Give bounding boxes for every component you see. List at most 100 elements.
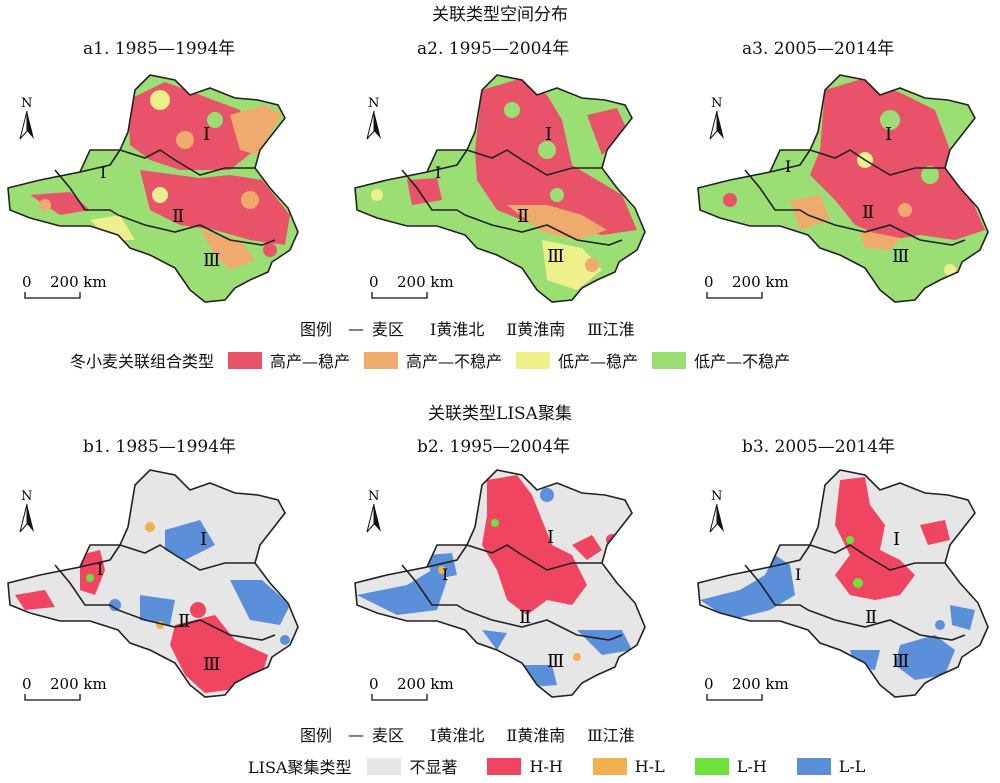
region-label-3: Ⅲ	[547, 651, 564, 672]
region-label-1: Ⅰ	[545, 124, 552, 145]
bottom-section-title: 关联类型LISA聚集	[428, 404, 572, 424]
region-legend-bottom: 图例 — 麦区 Ⅰ黄淮北 Ⅱ黄淮南 Ⅲ江淮	[300, 722, 635, 746]
region-label-2: Ⅱ	[178, 611, 190, 632]
region-label-1: Ⅰ	[547, 527, 554, 548]
region-legend-top: 图例 — 麦区 Ⅰ黄淮北 Ⅱ黄淮南 Ⅲ江淮	[300, 316, 635, 340]
scale-bar: 0 200 km	[369, 273, 454, 299]
legend-item-not-significant: 不显著	[367, 754, 457, 778]
legend-item-low-unstable: 低产—不稳产	[652, 348, 790, 372]
scale-bar: 0 200 km	[704, 273, 789, 299]
legend-region-1: Ⅰ黄淮北	[430, 726, 485, 745]
panel-label-b3: b3. 2005—2014年	[742, 437, 896, 457]
legend-swatch	[694, 757, 729, 775]
region-label-1: Ⅰ	[203, 124, 210, 145]
region-label-1: Ⅰ	[200, 529, 207, 550]
north-arrow-icon: N	[19, 489, 34, 533]
svg-text:N: N	[711, 489, 722, 504]
legend-line-label: 麦区	[372, 320, 405, 339]
legend-swatch	[367, 757, 402, 775]
lisa-legend: LISA聚集类型 不显著 H-H H-L L-H L-L	[248, 754, 879, 778]
legend-swatch	[364, 351, 399, 369]
north-arrow-icon: N	[366, 489, 381, 533]
legend-title: 冬小麦关联组合类型	[70, 352, 215, 371]
panel-label-a2: a2. 1995—2004年	[417, 39, 570, 59]
legend-region-3: Ⅲ江淮	[587, 726, 635, 745]
region-label-1: Ⅰ	[893, 529, 900, 550]
region-label-2: Ⅱ	[172, 206, 184, 227]
svg-text:N: N	[368, 489, 379, 504]
legend-region-1: Ⅰ黄淮北	[430, 320, 485, 339]
svg-text:N: N	[21, 96, 32, 111]
north-arrow-icon: N	[19, 96, 34, 140]
scale-bar: 0 200 km	[369, 675, 454, 701]
legend-item-lh: L-H	[694, 757, 767, 776]
region-label-1: Ⅰ	[885, 124, 892, 145]
legend-item-hl: H-L	[592, 757, 665, 776]
legend-region-3: Ⅲ江淮	[587, 320, 635, 339]
scale-bar: 0 200 km	[704, 675, 789, 701]
map-a1: Ⅰ Ⅰ Ⅱ Ⅲ	[7, 74, 299, 303]
map-b3: Ⅰ Ⅰ Ⅱ Ⅲ	[697, 469, 989, 698]
svg-text:0: 0	[22, 273, 32, 291]
svg-text:0: 0	[704, 273, 714, 291]
region-label-1-west: Ⅰ	[442, 565, 448, 584]
svg-text:200 km: 200 km	[397, 273, 454, 291]
svg-text:N: N	[368, 96, 379, 111]
scale-bar: 0 200 km	[22, 675, 107, 701]
legend-item-ll: L-L	[796, 757, 865, 776]
region-label-3: Ⅲ	[892, 246, 909, 267]
legend-swatch	[516, 351, 551, 369]
map-b1: Ⅰ Ⅰ Ⅱ Ⅲ	[7, 469, 299, 698]
svg-text:0: 0	[369, 273, 379, 291]
legend-swatch	[652, 351, 687, 369]
legend-region-2: Ⅱ黄淮南	[506, 320, 566, 339]
svg-text:0: 0	[369, 675, 379, 693]
region-label-3: Ⅲ	[203, 250, 220, 271]
map-a2: Ⅰ Ⅰ Ⅱ Ⅲ	[354, 74, 646, 303]
map-b2: Ⅰ Ⅰ Ⅱ Ⅲ	[354, 469, 646, 698]
region-label-1-west: Ⅰ	[97, 560, 103, 579]
svg-text:0: 0	[22, 675, 32, 693]
svg-text:200 km: 200 km	[50, 273, 107, 291]
legend-line-label: 麦区	[372, 726, 405, 745]
region-label-1-west: Ⅰ	[795, 565, 801, 584]
region-label-1-west: Ⅰ	[785, 157, 791, 176]
legend-item-hh: H-H	[487, 757, 563, 776]
legend-item-high-unstable: 高产—不稳产	[364, 348, 502, 372]
svg-text:N: N	[711, 96, 722, 111]
legend-swatch	[228, 351, 263, 369]
svg-text:N: N	[21, 489, 32, 504]
legend-region-2: Ⅱ黄淮南	[506, 726, 566, 745]
legend-item-high-stable: 高产—稳产	[228, 348, 350, 372]
region-label-3: Ⅲ	[203, 654, 220, 675]
legend-swatch	[592, 757, 627, 775]
panel-label-b1: b1. 1985—1994年	[83, 437, 237, 457]
panel-label-a3: a3. 2005—2014年	[742, 39, 895, 59]
scale-bar: 0 200 km	[22, 273, 107, 299]
region-label-2: Ⅱ	[862, 202, 874, 223]
region-label-1-west: Ⅰ	[435, 163, 441, 182]
legend-line-symbol: —	[348, 724, 365, 744]
legend-swatch	[796, 757, 831, 775]
top-section-title: 关联类型空间分布	[432, 5, 568, 25]
map-a3: Ⅰ Ⅰ Ⅱ Ⅲ	[697, 74, 989, 303]
type-legend-top: 冬小麦关联组合类型 高产—稳产 高产—不稳产 低产—稳产 低产—不稳产	[70, 348, 804, 372]
legend-prefix: 图例	[300, 726, 333, 745]
north-arrow-icon: N	[366, 96, 381, 140]
region-label-3: Ⅲ	[547, 246, 564, 267]
legend-swatch	[487, 757, 522, 775]
panel-label-b2: b2. 1995—2004年	[417, 437, 571, 457]
legend-item-low-stable: 低产—稳产	[516, 348, 638, 372]
svg-text:200 km: 200 km	[50, 675, 107, 693]
legend-prefix: 图例	[300, 320, 333, 339]
region-label-2: Ⅱ	[865, 607, 877, 628]
north-arrow-icon: N	[709, 96, 724, 140]
svg-text:200 km: 200 km	[732, 675, 789, 693]
svg-text:200 km: 200 km	[397, 675, 454, 693]
region-label-2: Ⅱ	[519, 607, 531, 628]
svg-text:0: 0	[704, 675, 714, 693]
region-label-1-west: Ⅰ	[100, 163, 106, 182]
north-arrow-icon: N	[709, 489, 724, 533]
legend-line-symbol: —	[348, 318, 365, 338]
region-label-3: Ⅲ	[892, 651, 909, 672]
